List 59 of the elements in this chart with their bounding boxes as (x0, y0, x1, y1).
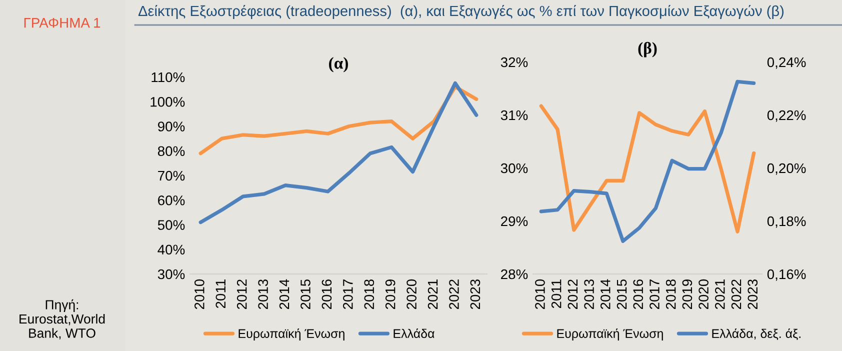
x-tick-label: 2020 (698, 279, 708, 310)
y2-tick-label: 0,24% (767, 57, 806, 69)
x-tick-label: 2014 (279, 279, 290, 310)
x-tick-label: 2011 (551, 280, 562, 308)
line-series (539, 80, 756, 243)
y-tick-label: 70% (158, 170, 185, 181)
y-tick-label: 28% (501, 269, 528, 280)
x-tick-label: 2022 (731, 280, 742, 310)
x-tick-label: 2022 (449, 280, 459, 310)
y-tick-label: 30% (500, 163, 528, 174)
legend-label: Ευρωπαϊκή Ένωση (557, 328, 663, 340)
x-tick-label: 2014 (600, 279, 610, 310)
y-tick-label: 100% (150, 96, 185, 107)
legend-label: Ελλάδα, δεξ. άξ. (712, 328, 800, 340)
y2-tick-label: 0,22% (767, 110, 806, 122)
chart-title: (α) (329, 57, 348, 72)
x-tick-label: 2023 (748, 279, 758, 310)
x-tick-label: 2015 (616, 279, 627, 310)
y-tick-label: 80% (158, 146, 185, 156)
x-tick-label: 2010 (535, 279, 545, 310)
x-tick-label: 2019 (385, 280, 396, 310)
x-tick-label: 2013 (258, 279, 268, 310)
y-tick-label: 40% (158, 244, 185, 255)
chart-title: (β) (638, 42, 657, 58)
y-tick-label: 31% (500, 110, 528, 120)
x-tick-label: 2018 (364, 279, 374, 310)
x-tick-label: 2015 (300, 279, 310, 310)
x-tick-label: 2023 (470, 279, 480, 310)
y2-tick-label: 0,20% (767, 163, 806, 175)
y2-tick-label: 0,16% (767, 269, 806, 281)
line-series (198, 81, 478, 224)
y-tick-label: 50% (158, 220, 185, 230)
y-tick-label: 90% (158, 122, 185, 132)
line-series (539, 104, 756, 234)
y-tick-label: 29% (501, 216, 528, 226)
x-tick-label: 2017 (650, 280, 660, 310)
text: Δείκτης Εξωστρέφειας (tradeopenness) (α), και Εξαγωγές ως % επί των Παγκοσμίων Εξαγωγών (β) (138, 4, 784, 20)
x-tick-label: 2020 (406, 279, 416, 310)
y-tick-label: 32% (500, 57, 528, 68)
legend-label: Ελλάδα (394, 328, 434, 338)
text: ΓΡΑΦΗΜΑ 1 (24, 18, 100, 28)
x-tick-label: 2012 (568, 280, 578, 310)
x-tick-label: 2013 (584, 279, 594, 310)
y-tick-label: 30% (158, 269, 185, 280)
y-tick-label: 110% (152, 72, 185, 82)
text: Πηγή: Eurostat,World Bank, WTO (20, 299, 105, 340)
x-tick-label: 2021 (428, 280, 438, 310)
x-tick-label: 2021 (715, 280, 725, 310)
y-tick-label: 60% (158, 195, 185, 206)
x-tick-label: 2016 (322, 279, 332, 310)
x-tick-label: 2016 (633, 279, 644, 310)
legend-label: Ευρωπαϊκή Ένωση (238, 328, 344, 340)
x-tick-label: 2012 (236, 280, 247, 310)
x-tick-label: 2011 (216, 280, 226, 308)
x-tick-label: 2017 (343, 280, 353, 310)
x-tick-label: 2018 (666, 279, 676, 310)
x-tick-label: 2010 (194, 279, 204, 310)
y2-tick-label: 0,18% (767, 216, 806, 228)
x-tick-label: 2019 (682, 280, 692, 310)
